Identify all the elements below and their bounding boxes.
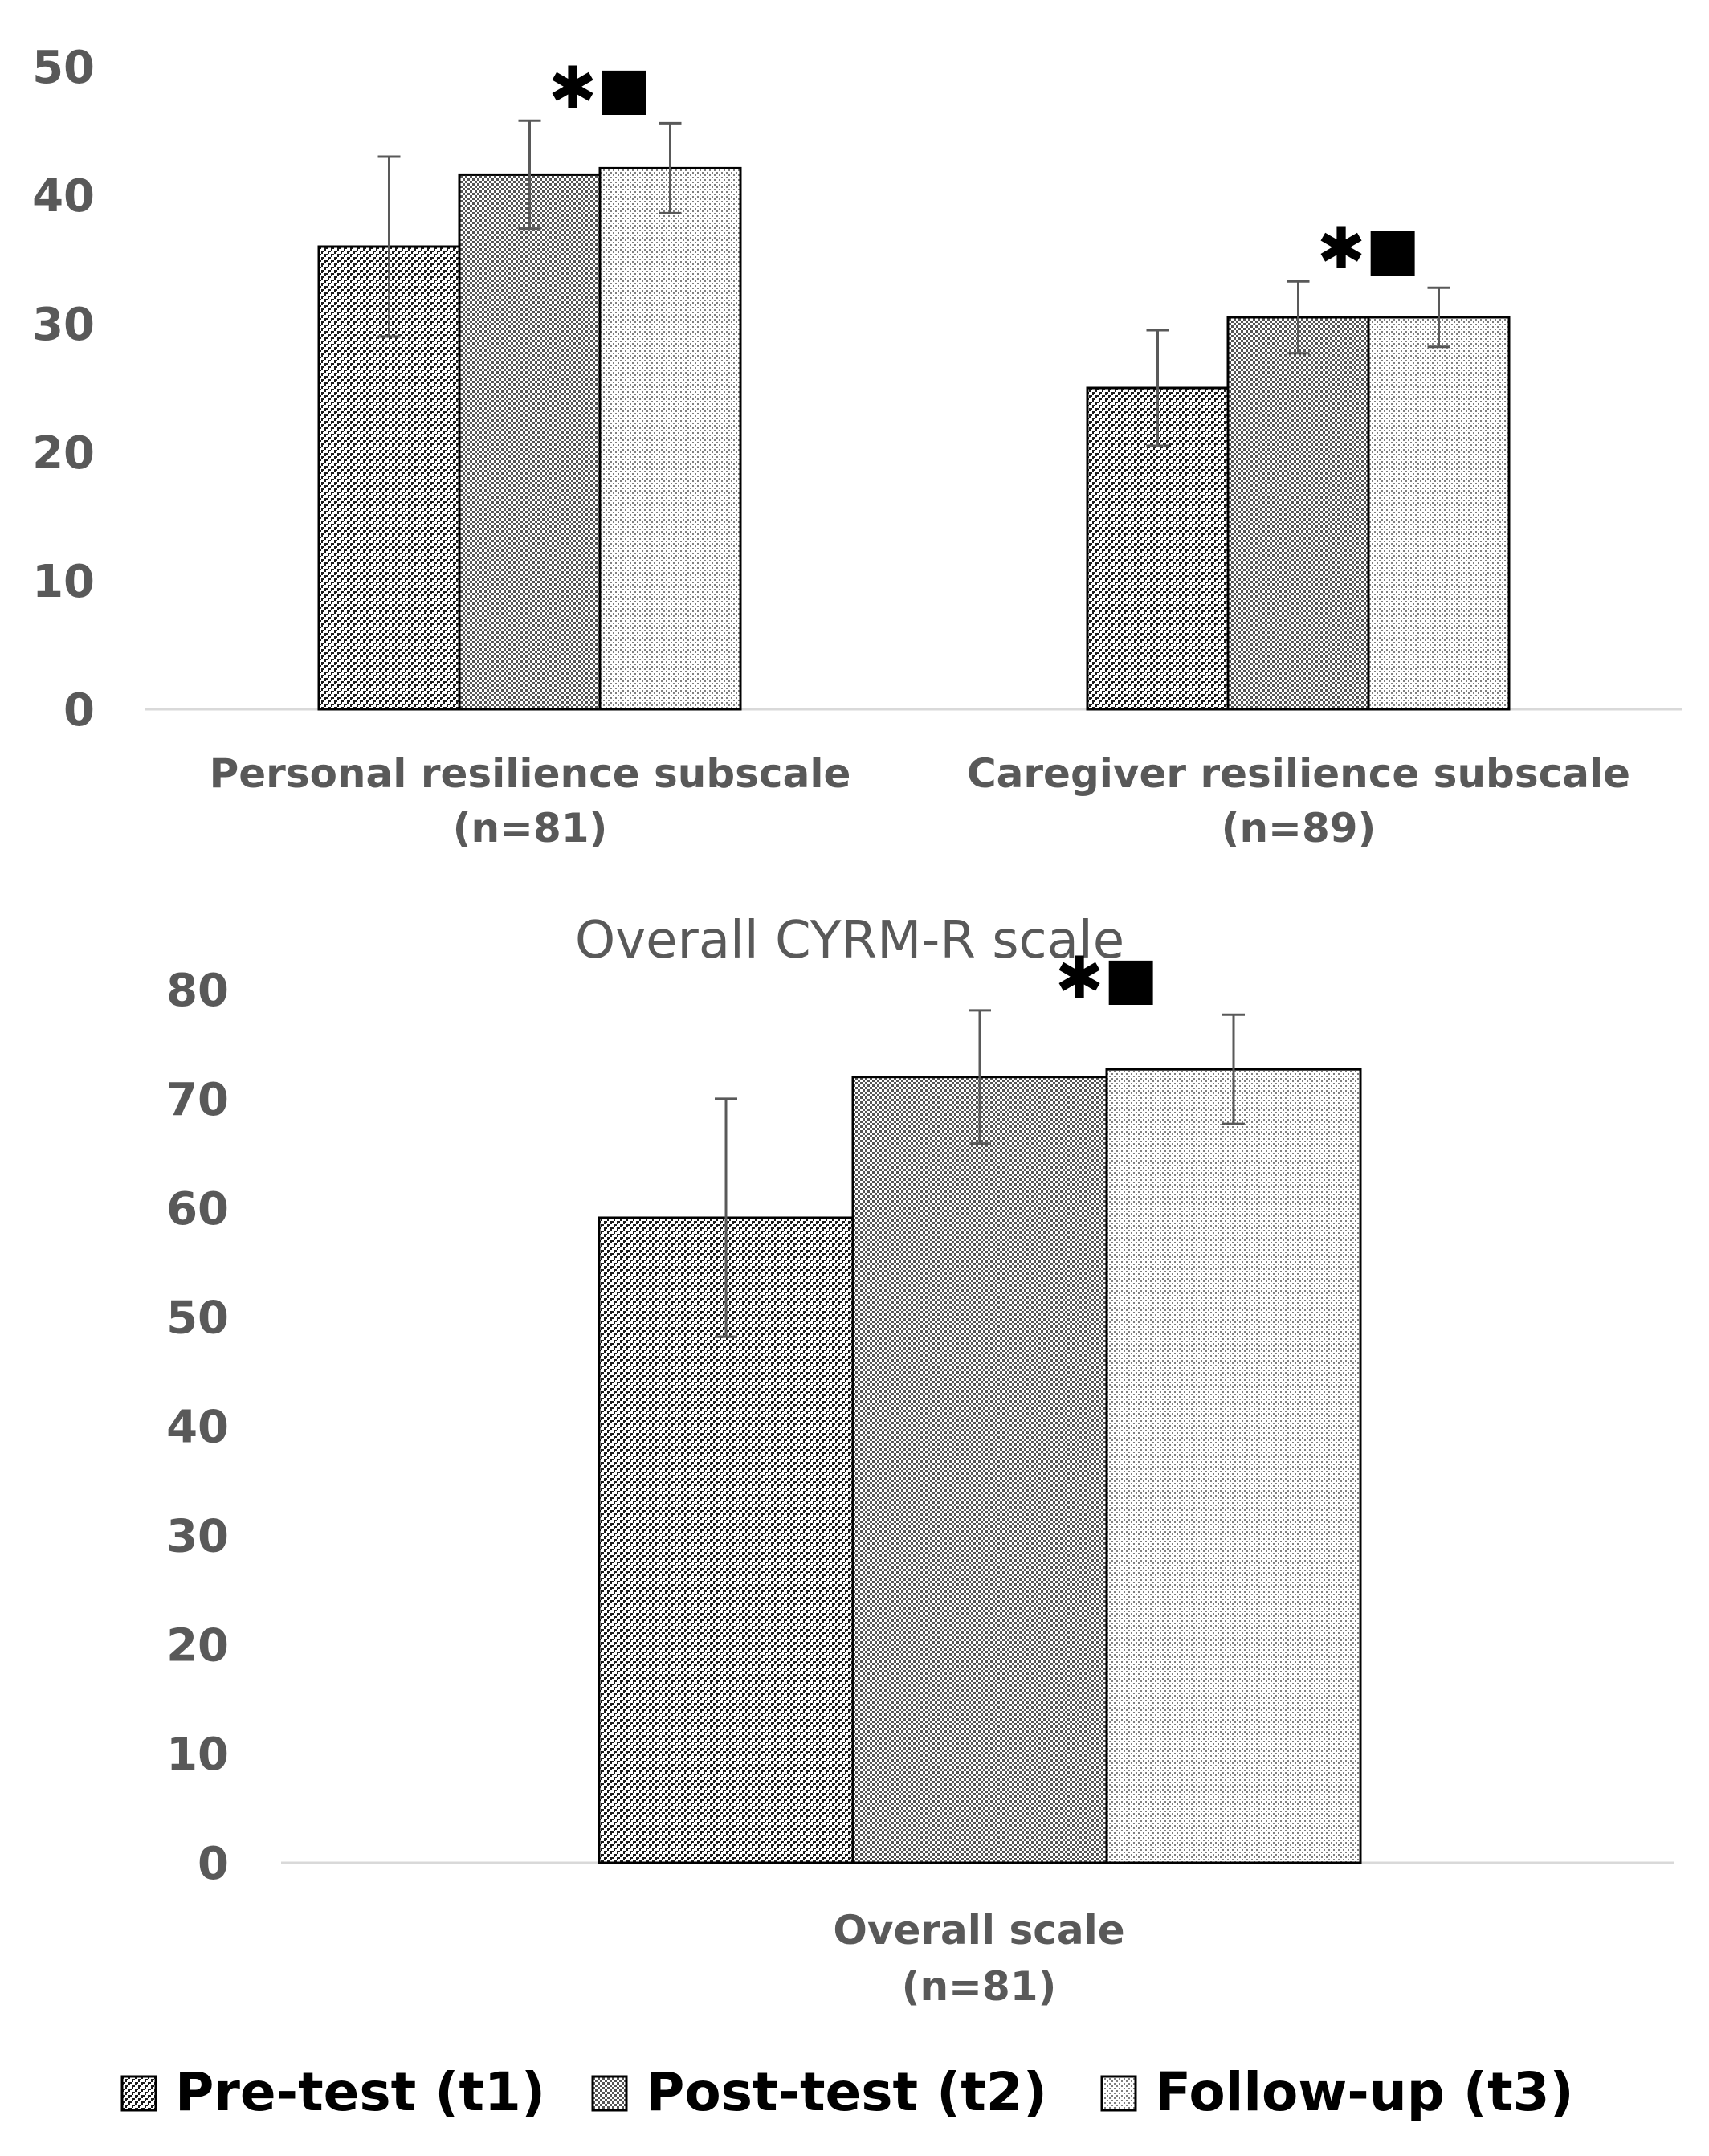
bar-follow-up: [598, 166, 742, 711]
y-tick-label: 0: [63, 684, 95, 737]
y-tick-label: 30: [166, 1510, 229, 1562]
category-label: Caregiver resilience subscale: [967, 750, 1630, 797]
category-label: Overall scale: [833, 1907, 1124, 1954]
y-tick-label: 80: [166, 965, 229, 1017]
category-sample-size: (n=81): [902, 1963, 1057, 2010]
error-bar-post-test: [518, 119, 541, 231]
error-bar-follow-up: [1427, 286, 1450, 349]
legend-swatch-follow-up: [1100, 2075, 1137, 2112]
error-bar-follow-up: [659, 121, 682, 214]
y-tick-label: 40: [166, 1402, 229, 1454]
legend-swatch-pre-test: [120, 2075, 157, 2112]
legend-label-post-test: Post-test (t2): [646, 2061, 1047, 2123]
category-label: Personal resilience subscale: [210, 750, 851, 797]
y-tick-label: 20: [32, 427, 95, 480]
bar-follow-up: [1367, 316, 1511, 711]
error-bars: [715, 1009, 1245, 1338]
subscale-chart: 0 10 20 30 40 50 Personal resilience subscale…: [32, 42, 1682, 851]
y-tick-label: 0: [198, 1838, 229, 1890]
y-tick-label: 60: [166, 1183, 229, 1235]
y-tick-label: 70: [166, 1074, 229, 1126]
y-tick-label: 30: [32, 299, 95, 351]
error-bar-follow-up: [1222, 1013, 1245, 1125]
y-tick-label: 10: [166, 1729, 229, 1781]
bar-follow-up: [1105, 1068, 1362, 1864]
significance-markers: ✱■: [1055, 944, 1158, 1011]
legend-swatch-post-test: [591, 2075, 628, 2112]
legend: Pre-test (t1) Post-test (t2) Follow-up (…: [120, 2061, 1574, 2123]
error-bar-pre-test: [1146, 329, 1169, 447]
category-labels: Personal resilience subscale (n=81) Caregi…: [210, 750, 1630, 851]
significance-marker: ✱■: [549, 54, 651, 121]
error-bar-post-test: [969, 1009, 991, 1145]
significance-marker: ✱■: [1317, 214, 1420, 282]
y-tick-label: 40: [32, 170, 95, 223]
error-bar-post-test: [1287, 280, 1310, 355]
y-axis-ticks: 0 10 20 30 40 50 60 70 80: [166, 965, 229, 1890]
error-bar-pre-test: [377, 155, 401, 338]
bar-post-test: [458, 173, 602, 711]
overall-chart: Overall CYRM-R scale 0 10 20 30 40 50 60 70 80 O…: [166, 911, 1674, 2010]
significance-marker: ✱■: [1055, 944, 1158, 1011]
category-sample-size: (n=89): [1222, 805, 1377, 851]
legend-label-follow-up: Follow-up (t3): [1155, 2061, 1574, 2123]
significance-markers: ✱■ ✱■: [549, 54, 1420, 282]
y-axis-ticks: 0 10 20 30 40 50: [32, 42, 95, 737]
y-tick-label: 10: [32, 556, 95, 608]
y-tick-label: 20: [166, 1619, 229, 1672]
y-tick-label: 50: [32, 42, 95, 94]
bar-post-test: [851, 1076, 1108, 1864]
error-bars: [377, 119, 1450, 447]
legend-label-pre-test: Pre-test (t1): [175, 2061, 545, 2123]
category-labels: Overall scale (n=81): [833, 1907, 1124, 2010]
bar-post-test: [1226, 316, 1370, 711]
chart-title: Overall CYRM-R scale: [575, 911, 1124, 970]
bars: [317, 166, 1511, 711]
bars: [598, 1068, 1362, 1864]
y-tick-label: 50: [166, 1292, 229, 1345]
category-sample-size: (n=81): [453, 805, 608, 851]
error-bar-pre-test: [715, 1097, 737, 1338]
